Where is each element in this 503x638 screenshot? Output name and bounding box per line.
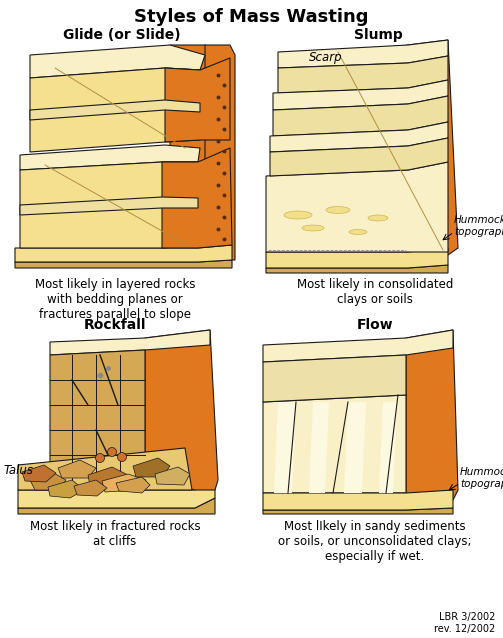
Polygon shape xyxy=(48,480,84,498)
Polygon shape xyxy=(74,480,107,496)
Text: Flow: Flow xyxy=(357,318,393,332)
Polygon shape xyxy=(263,508,453,514)
Polygon shape xyxy=(268,45,408,252)
Polygon shape xyxy=(15,245,232,262)
Polygon shape xyxy=(266,265,448,273)
Polygon shape xyxy=(263,490,453,510)
Polygon shape xyxy=(30,68,200,152)
Text: Most likely in fractured rocks
at cliffs: Most likely in fractured rocks at cliffs xyxy=(30,520,200,548)
Polygon shape xyxy=(15,260,232,268)
Polygon shape xyxy=(88,467,128,486)
Ellipse shape xyxy=(302,225,324,231)
Polygon shape xyxy=(344,402,366,493)
Text: Talus: Talus xyxy=(4,463,34,477)
Polygon shape xyxy=(50,350,145,480)
Text: Hummocky
topography: Hummocky topography xyxy=(460,467,503,489)
Polygon shape xyxy=(18,480,215,508)
Polygon shape xyxy=(205,45,235,260)
Polygon shape xyxy=(162,148,232,248)
Ellipse shape xyxy=(284,211,312,219)
Text: Rockfall: Rockfall xyxy=(84,318,146,332)
Polygon shape xyxy=(22,465,56,482)
Polygon shape xyxy=(20,197,198,215)
Polygon shape xyxy=(273,96,448,136)
Polygon shape xyxy=(263,395,406,493)
Polygon shape xyxy=(270,138,448,176)
Circle shape xyxy=(118,452,126,461)
Polygon shape xyxy=(278,56,448,93)
Polygon shape xyxy=(266,248,448,268)
Polygon shape xyxy=(145,330,218,490)
Polygon shape xyxy=(270,122,448,152)
Polygon shape xyxy=(155,467,190,485)
Polygon shape xyxy=(263,330,453,362)
Text: Most likely in consolidated
clays or soils: Most likely in consolidated clays or soi… xyxy=(297,278,453,306)
Polygon shape xyxy=(170,45,232,255)
Polygon shape xyxy=(309,402,329,493)
Polygon shape xyxy=(58,460,96,478)
Polygon shape xyxy=(273,80,448,110)
Text: Styles of Mass Wasting: Styles of Mass Wasting xyxy=(134,8,368,26)
Polygon shape xyxy=(18,498,215,514)
Text: Glide (or Slide): Glide (or Slide) xyxy=(63,28,181,42)
Polygon shape xyxy=(30,100,200,120)
Text: Hummocky
topography: Hummocky topography xyxy=(454,215,503,237)
Polygon shape xyxy=(278,40,448,68)
Polygon shape xyxy=(406,330,458,500)
Ellipse shape xyxy=(368,215,388,221)
Circle shape xyxy=(96,454,105,463)
Text: Most lIkely in sandy sediments
or soils, or unconsolidated clays;
especially if : Most lIkely in sandy sediments or soils,… xyxy=(278,520,472,563)
Polygon shape xyxy=(133,458,170,477)
Polygon shape xyxy=(20,145,200,170)
Ellipse shape xyxy=(349,230,367,235)
Polygon shape xyxy=(408,40,458,255)
Text: Slump: Slump xyxy=(354,28,402,42)
Polygon shape xyxy=(20,162,198,248)
Polygon shape xyxy=(50,330,210,355)
Polygon shape xyxy=(263,355,406,402)
Polygon shape xyxy=(379,402,397,493)
Text: Most likely in layered rocks
with bedding planes or
fractures parallel to slope: Most likely in layered rocks with beddin… xyxy=(35,278,195,321)
Polygon shape xyxy=(165,58,230,142)
Polygon shape xyxy=(274,402,296,493)
Circle shape xyxy=(108,447,117,457)
Polygon shape xyxy=(102,474,146,492)
Polygon shape xyxy=(30,472,66,490)
Text: LBR 3/2002
rev. 12/2002: LBR 3/2002 rev. 12/2002 xyxy=(434,612,495,634)
Polygon shape xyxy=(18,448,192,490)
Polygon shape xyxy=(266,162,448,252)
Polygon shape xyxy=(30,45,205,78)
Polygon shape xyxy=(116,477,150,493)
Text: Scarp: Scarp xyxy=(309,52,343,64)
Ellipse shape xyxy=(326,207,350,214)
